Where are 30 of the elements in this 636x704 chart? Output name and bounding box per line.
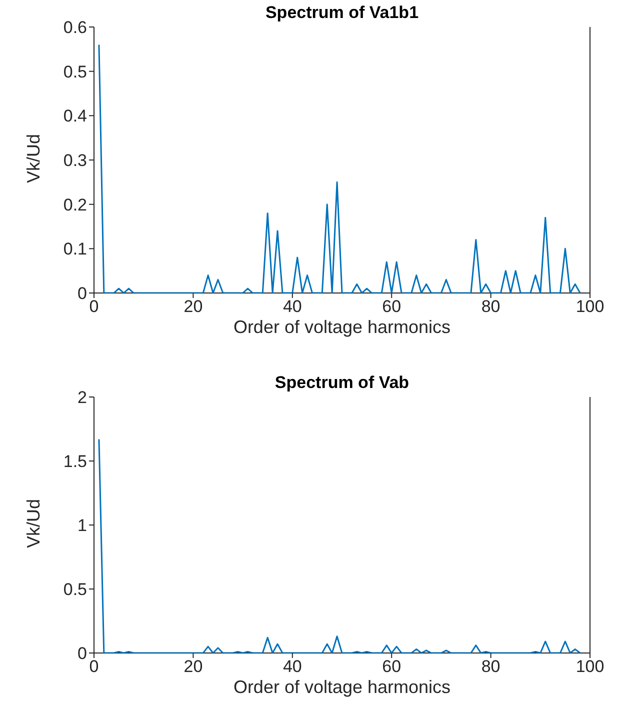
y-tick-label: 2 — [78, 388, 87, 408]
chart-title: Spectrum of Vab — [274, 373, 410, 393]
y-tick-label: 0.5 — [63, 580, 87, 600]
x-tick-label: 100 — [576, 657, 604, 676]
y-tick-label: 1.5 — [63, 452, 87, 472]
x-axis-title: Order of voltage harmonics — [232, 317, 452, 338]
x-tick-label: 60 — [382, 657, 402, 676]
y-tick-label: 0.1 — [63, 240, 87, 259]
y-tick-label: 0.5 — [63, 62, 87, 82]
y-tick-label: 0.6 — [63, 18, 87, 38]
y-tick-label: 0.2 — [63, 195, 87, 214]
y-tick-label: 0.4 — [63, 106, 87, 126]
y-axis-title: Vk/Ud — [24, 132, 44, 186]
x-tick-label: 80 — [481, 657, 500, 676]
x-tick-label: 40 — [282, 297, 302, 316]
x-tick-label: 80 — [481, 297, 500, 316]
line-series — [98, 44, 581, 293]
x-tick-label: 20 — [184, 657, 203, 676]
x-axis-title: Order of voltage harmonics — [232, 677, 452, 698]
line-series — [98, 438, 581, 653]
x-tick-label: 40 — [282, 657, 302, 676]
y-tick-label: 1 — [78, 516, 87, 536]
x-tick-label: 100 — [576, 297, 604, 316]
chart-title: Spectrum of Va1b1 — [264, 3, 420, 23]
x-tick-label: 20 — [184, 297, 203, 316]
y-axis-title: Vk/Ud — [24, 498, 44, 550]
y-tick-label: 0 — [78, 644, 87, 664]
y-tick-label: 0 — [78, 284, 87, 304]
y-tick-label: 0.3 — [63, 151, 87, 170]
x-tick-label: 60 — [382, 297, 402, 316]
